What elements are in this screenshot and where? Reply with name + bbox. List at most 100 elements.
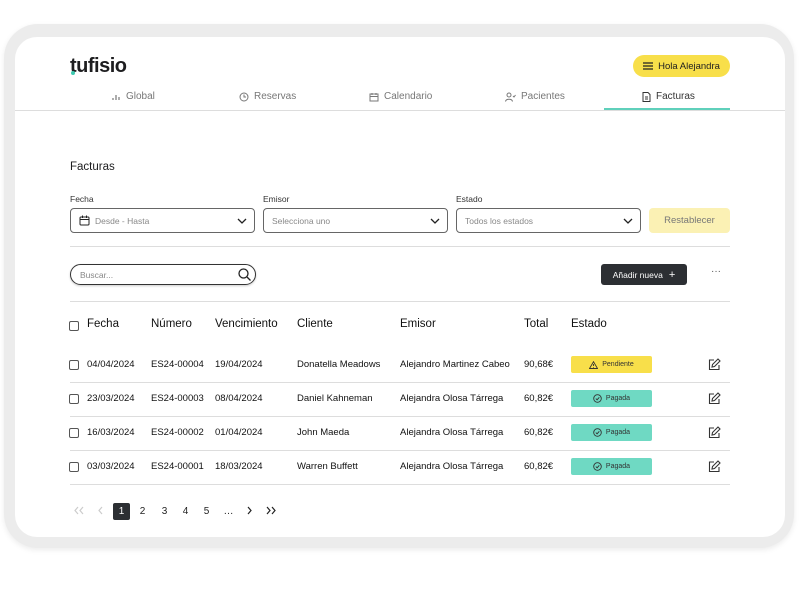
dropdown[interactable]: Desde - Hasta: [70, 208, 255, 233]
checkbox[interactable]: [69, 428, 79, 438]
dropdown-placeholder: Todos los estados: [465, 215, 534, 226]
nav-tab[interactable]: Pacientes: [505, 91, 565, 102]
status-badge: Pagada: [571, 458, 652, 475]
table-cell: ES24-00001: [151, 461, 204, 472]
filter-label: Emisor: [263, 194, 290, 204]
checkbox[interactable]: [69, 321, 79, 331]
nav-tab[interactable]: Facturas: [642, 91, 695, 102]
table-cell: John Maeda: [297, 427, 350, 438]
checkbox[interactable]: [69, 360, 79, 370]
status-label: Pendiente: [602, 361, 634, 368]
table-cell: 60,82€: [524, 427, 554, 438]
user-menu[interactable]: Hola Alejandra: [633, 55, 730, 77]
page-number[interactable]: 5: [203, 506, 210, 517]
table-cell: Daniel Kahneman: [297, 393, 373, 404]
row-divider: [70, 382, 730, 383]
table-cell: Alejandra Olosa Tárrega: [400, 461, 504, 472]
row-divider: [70, 450, 730, 451]
more-menu[interactable]: ···: [711, 266, 721, 277]
search-icon: [238, 268, 251, 281]
page-arrow[interactable]: [73, 506, 85, 515]
table-cell: 04/04/2024: [87, 359, 135, 370]
screen: [15, 37, 785, 537]
add-button-label: Añadir nueva: [612, 269, 663, 280]
plus-icon: +: [668, 268, 676, 281]
table-cell: Alejandro Martinez Cabeo: [400, 359, 510, 370]
reset-button[interactable]: Restablecer: [649, 208, 730, 233]
page-number[interactable]: 3: [161, 506, 168, 517]
search-placeholder: Buscar...: [80, 270, 114, 280]
dropdown[interactable]: Todos los estados: [456, 208, 641, 233]
table-cell: Alejandra Olosa Tárrega: [400, 427, 504, 438]
page-number[interactable]: 1: [113, 503, 130, 520]
column-header: Emisor: [400, 318, 436, 330]
page-arrow[interactable]: [244, 506, 256, 515]
column-header: Fecha: [87, 318, 119, 330]
column-header: Estado: [571, 318, 607, 330]
page-arrow[interactable]: [95, 506, 107, 515]
logo-dot: [71, 71, 75, 75]
tab-label: Pacientes: [521, 91, 565, 102]
divider: [70, 246, 730, 247]
column-header: Número: [151, 318, 192, 330]
edit-button[interactable]: [708, 392, 721, 405]
table-cell: 03/03/2024: [87, 461, 135, 472]
table-cell: Donatella Meadows: [297, 359, 381, 370]
status-label: Pagada: [605, 429, 631, 436]
chevron: [237, 218, 247, 224]
tab-label: Reservas: [254, 91, 297, 102]
calendar-icon: [79, 215, 90, 226]
page-number[interactable]: 2: [139, 506, 146, 517]
nav-tab[interactable]: Reservas: [239, 91, 296, 102]
table-cell: 60,82€: [524, 461, 554, 472]
tab-icon: [112, 92, 121, 101]
page-number[interactable]: 4: [182, 506, 189, 517]
logo: tufisio: [70, 55, 127, 77]
column-header: Cliente: [297, 318, 333, 330]
menu-icon: [643, 62, 654, 70]
status-icon: [593, 462, 602, 471]
row-divider: [70, 484, 730, 485]
tab-icon: [239, 92, 249, 102]
nav-tab[interactable]: Calendario: [369, 91, 432, 102]
search-box[interactable]: Buscar...: [70, 264, 256, 285]
table-cell: 60,82€: [524, 393, 554, 404]
tab-icon: [369, 92, 379, 102]
edit-button[interactable]: [708, 460, 721, 473]
edit-button[interactable]: [708, 358, 721, 371]
edit-button[interactable]: [708, 426, 721, 439]
status-icon: [589, 360, 599, 369]
tab-label: Calendario: [384, 91, 433, 102]
page-arrow[interactable]: [265, 506, 277, 515]
status-badge: Pagada: [571, 424, 652, 441]
row-divider: [70, 416, 730, 417]
table-cell: 08/04/2024: [215, 393, 263, 404]
tab-icon: [642, 91, 651, 102]
tab-label: Global: [126, 91, 155, 102]
status-label: Pagada: [605, 395, 631, 402]
table-cell: Alejandra Olosa Tárrega: [400, 393, 504, 404]
table-cell: 23/03/2024: [87, 393, 135, 404]
column-header: Total: [524, 318, 549, 330]
checkbox[interactable]: [69, 462, 79, 472]
status-label: Pagada: [605, 463, 631, 470]
filter-label: Estado: [456, 194, 483, 204]
nav-divider: [15, 110, 785, 111]
nav-tab[interactable]: Global: [112, 91, 155, 102]
table-cell: 01/04/2024: [215, 427, 263, 438]
checkbox[interactable]: [69, 394, 79, 404]
table-cell: ES24-00004: [151, 359, 204, 370]
table-cell: 90,68€: [524, 359, 554, 370]
table-cell: 18/03/2024: [215, 461, 263, 472]
filter-label: Fecha: [70, 194, 94, 204]
status-icon: [593, 394, 602, 403]
tab-label: Facturas: [656, 91, 695, 102]
status-icon: [593, 428, 602, 437]
dropdown-placeholder: Selecciona uno: [272, 215, 331, 226]
add-button[interactable]: Añadir nueva +: [601, 264, 687, 285]
dropdown[interactable]: Selecciona uno: [263, 208, 448, 233]
page-number[interactable]: …: [223, 506, 234, 517]
page-title: Facturas: [70, 161, 115, 173]
greeting: Hola Alejandra: [658, 60, 720, 72]
